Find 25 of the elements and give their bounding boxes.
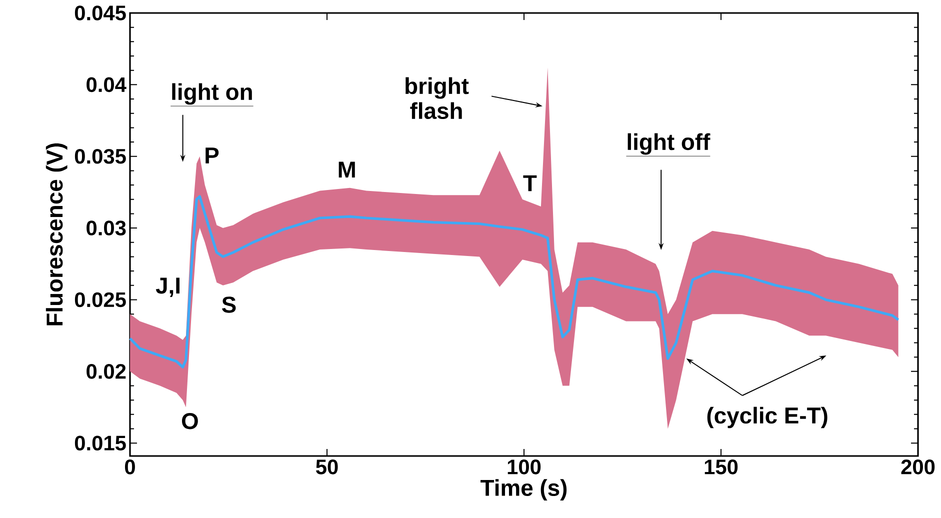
- x-tick-label: 50: [316, 460, 338, 474]
- x-tick-label: 150: [704, 460, 738, 474]
- annotation: P: [206, 148, 219, 164]
- annotation: bright flash: [406, 77, 469, 120]
- y-tick-label: 0.02: [86, 364, 126, 379]
- annotation: M: [338, 162, 355, 178]
- annotation: light off: [628, 133, 710, 155]
- x-tick-label: 200: [901, 460, 935, 474]
- annotation: J,I: [156, 278, 180, 298]
- annotation: S: [222, 296, 236, 313]
- annotation: light on: [172, 83, 252, 105]
- annotation: T: [523, 175, 537, 192]
- annotation: O: [182, 413, 198, 430]
- line-series: [128, 195, 900, 368]
- y-tick-label: 0.025: [74, 292, 126, 308]
- y-tick-label: 0.045: [74, 6, 126, 20]
- annotation: (cyclic E-T): [707, 406, 828, 428]
- x-axis-title: Time (s): [480, 479, 567, 501]
- y-tick-label: 0.035: [74, 148, 126, 164]
- y-tick-label: 0.03: [86, 220, 126, 236]
- x-tick-label: 0: [125, 460, 135, 474]
- y-tick-label: 0.015: [74, 436, 126, 451]
- x-tick-label: 100: [508, 460, 541, 474]
- y-tick-label: 0.04: [86, 77, 126, 92]
- y-axis-title: Fluorescence (V): [46, 143, 68, 326]
